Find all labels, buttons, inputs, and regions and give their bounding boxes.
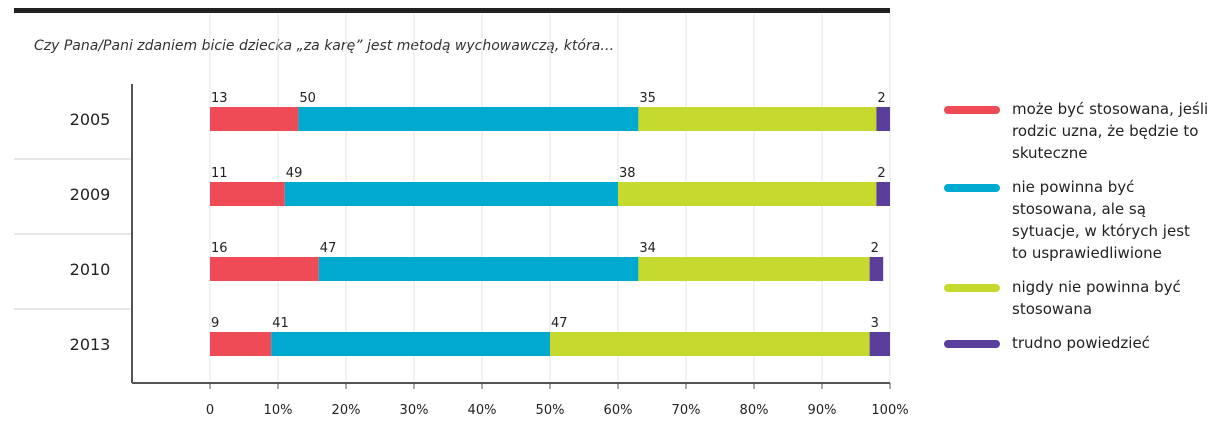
legend-label-4: trudno powiedzieć: [1012, 334, 1150, 352]
bar-segment: [876, 107, 890, 131]
x-tick-label: 80%: [740, 403, 769, 418]
bar-segment: [271, 332, 550, 356]
data-label: 38: [619, 166, 636, 181]
legend-swatch-4: [944, 340, 1000, 348]
legend-swatch-1: [944, 106, 1000, 114]
x-tick-label: 60%: [604, 403, 633, 418]
data-label: 13: [211, 91, 228, 106]
x-tick-label: 10%: [264, 403, 293, 418]
bar-segment: [284, 182, 618, 206]
x-tick-label: 20%: [332, 403, 361, 418]
bar-segment: [210, 107, 299, 131]
x-tick-label: 0: [206, 403, 214, 418]
legend-label-3: nigdy nie powinna być stosowana: [1012, 278, 1181, 318]
data-label: 3: [871, 316, 879, 331]
x-tick-label: 100%: [871, 403, 908, 418]
bar-segment: [869, 257, 884, 281]
legend-item-3: nigdy nie powinna być stosowana: [944, 276, 1209, 320]
x-tick-label: 30%: [400, 403, 429, 418]
x-tick-label: 90%: [808, 403, 837, 418]
data-label: 50: [299, 91, 316, 106]
bar-segment: [638, 107, 877, 131]
data-label: 2: [877, 91, 885, 106]
data-label: 47: [551, 316, 568, 331]
x-tick-label: 70%: [672, 403, 701, 418]
legend-item-2: nie powinna być stosowana, ale są sytuac…: [944, 176, 1209, 264]
bar-segment: [298, 107, 639, 131]
bar-segment: [876, 182, 890, 206]
data-label: 34: [639, 241, 656, 256]
data-label: 2: [871, 241, 879, 256]
bar-segment: [318, 257, 639, 281]
bar-segment: [210, 257, 319, 281]
legend-label-2: nie powinna być stosowana, ale są sytuac…: [1012, 178, 1190, 262]
bar-segment: [550, 332, 870, 356]
data-label: 9: [211, 316, 219, 331]
category-label: 2009: [70, 185, 111, 204]
x-tick-label: 40%: [468, 403, 497, 418]
bar-segment: [638, 257, 870, 281]
data-label: 41: [272, 316, 289, 331]
legend-label-1: może być stosowana, jeśli rodzic uzna, ż…: [1012, 100, 1209, 162]
data-label: 47: [320, 241, 337, 256]
data-label: 16: [211, 241, 228, 256]
bar-segment: [869, 332, 890, 356]
bar-segment: [618, 182, 877, 206]
legend-item-4: trudno powiedzieć: [944, 332, 1209, 354]
data-label: 49: [286, 166, 303, 181]
legend: może być stosowana, jeśli rodzic uzna, ż…: [944, 98, 1209, 366]
category-label: 2013: [70, 335, 111, 354]
x-tick-label: 50%: [536, 403, 565, 418]
category-label: 2010: [70, 260, 111, 279]
data-label: 11: [211, 166, 228, 181]
data-label: 2: [877, 166, 885, 181]
legend-swatch-2: [944, 184, 1000, 192]
bar-segment: [210, 182, 285, 206]
chart-question: Czy Pana/Pani zdaniem bicie dziecka „za …: [34, 38, 615, 54]
top-rule: [14, 8, 890, 13]
category-label: 2005: [70, 110, 111, 129]
legend-item-1: może być stosowana, jeśli rodzic uzna, ż…: [944, 98, 1209, 164]
legend-swatch-3: [944, 284, 1000, 292]
bar-segment: [210, 332, 272, 356]
data-label: 35: [639, 91, 656, 106]
